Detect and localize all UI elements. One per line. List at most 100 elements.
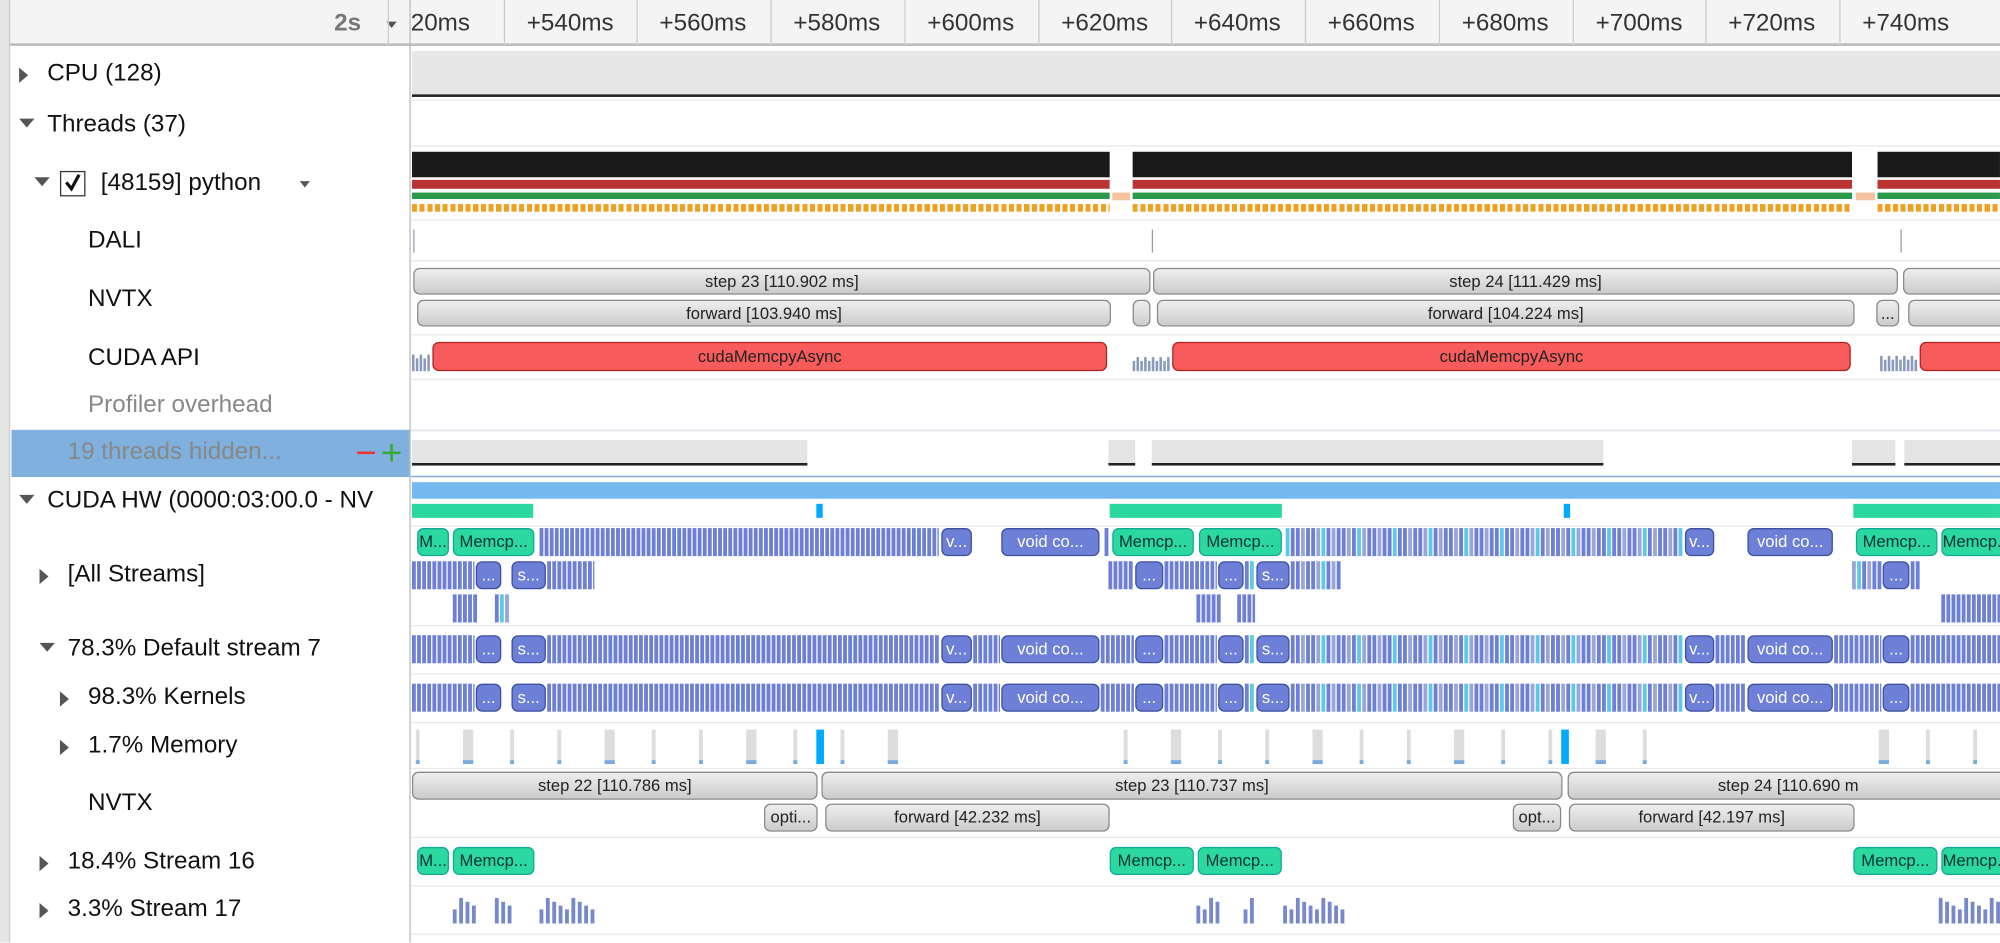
kernel-strip xyxy=(894,635,898,664)
kernel[interactable]: ... xyxy=(1135,635,1164,664)
expand-caret[interactable] xyxy=(19,494,35,504)
kernel[interactable]: s... xyxy=(1256,683,1290,712)
nvtx-range[interactable] xyxy=(1908,299,2000,327)
kernel[interactable]: Memcp... xyxy=(1855,528,1938,557)
kernel[interactable]: ... xyxy=(1882,683,1910,712)
kernel[interactable]: Memcp... xyxy=(1112,528,1194,557)
kernel[interactable]: ... xyxy=(475,561,502,590)
row-separator xyxy=(410,477,2000,479)
kernel-strip xyxy=(1469,528,1474,557)
kernel-strip xyxy=(692,528,697,557)
row-separator xyxy=(410,334,2000,336)
nvtx-range[interactable] xyxy=(1132,299,1151,327)
row-label[interactable]: CPU (128) xyxy=(47,59,162,87)
kernel[interactable]: Memcp... xyxy=(1197,846,1282,875)
kernel[interactable]: M... xyxy=(417,846,449,875)
kernel[interactable]: void co... xyxy=(1001,683,1100,712)
kernel-strip xyxy=(1321,528,1326,557)
hide-minus[interactable] xyxy=(357,451,375,455)
kernel[interactable]: v... xyxy=(1684,683,1715,712)
kernel-strip xyxy=(1571,528,1576,557)
kernel[interactable]: s... xyxy=(1256,561,1290,590)
kernel[interactable]: Memcp... xyxy=(1941,528,2000,557)
nvtx-range[interactable]: forward [104.224 ms] xyxy=(1156,299,1855,327)
stream17-kernel xyxy=(1215,901,1220,924)
expand-caret[interactable] xyxy=(39,642,55,652)
kernel[interactable]: void co... xyxy=(1747,528,1833,557)
kernel[interactable]: Memcp... xyxy=(1941,846,2000,875)
kernel[interactable]: Memcp... xyxy=(1853,846,1938,875)
nvtx-range[interactable]: forward [103.940 ms] xyxy=(417,299,1111,327)
kernel[interactable]: v... xyxy=(1684,635,1715,664)
kernel[interactable]: s... xyxy=(1256,635,1290,664)
nvtx-range[interactable]: step 24 [111.429 ms] xyxy=(1153,267,1898,295)
kernel[interactable]: void co... xyxy=(1747,635,1833,664)
kernel-strip xyxy=(457,683,462,712)
kernel[interactable]: v... xyxy=(941,683,972,712)
kernel-strip xyxy=(809,528,814,557)
nvtx-range[interactable]: opt... xyxy=(1512,803,1562,832)
kernel[interactable]: ... xyxy=(475,635,502,664)
kernel[interactable]: s... xyxy=(511,683,546,712)
kernel[interactable]: void co... xyxy=(1001,635,1100,664)
zoom-caret[interactable] xyxy=(386,21,397,29)
kernel[interactable]: s... xyxy=(511,635,546,664)
expand-caret[interactable] xyxy=(34,177,50,187)
nvtx-range[interactable]: forward [42.197 ms] xyxy=(1568,803,1855,832)
nvtx-range[interactable]: forward [42.232 ms] xyxy=(825,803,1110,832)
kernel[interactable]: void co... xyxy=(1001,528,1100,557)
thread-menu-caret[interactable] xyxy=(299,181,310,188)
kernel[interactable]: ... xyxy=(1882,635,1910,664)
expand-caret[interactable] xyxy=(39,855,49,872)
checkbox[interactable] xyxy=(59,170,86,197)
show-plus-v[interactable] xyxy=(390,443,393,462)
api-call[interactable]: cudaMemcpyAsync xyxy=(432,341,1108,372)
row-label[interactable]: [All Streams] xyxy=(67,561,205,589)
nvtx-range[interactable]: opti... xyxy=(764,803,818,832)
expand-caret[interactable] xyxy=(59,691,69,707)
expand-caret[interactable] xyxy=(39,903,49,919)
kernel[interactable]: Memcp... xyxy=(452,528,535,557)
row-label[interactable]: 98.3% Kernels xyxy=(88,683,246,711)
nvtx-range[interactable]: step 24 [110.690 m xyxy=(1567,771,2000,800)
kernel[interactable]: ... xyxy=(1135,683,1164,712)
kernel[interactable]: Memcp... xyxy=(1198,528,1282,557)
kernel[interactable]: Memcp... xyxy=(452,846,535,875)
nvtx-range[interactable]: ... xyxy=(1876,299,1900,327)
row-label[interactable]: 3.3% Stream 17 xyxy=(67,895,242,923)
kernel[interactable]: ... xyxy=(475,683,502,712)
kernel[interactable]: ... xyxy=(1218,561,1244,590)
kernel[interactable]: s... xyxy=(511,561,546,590)
nvtx-range[interactable]: step 23 [110.902 ms] xyxy=(413,267,1151,295)
row-label[interactable]: 78.3% Default stream 7 xyxy=(67,635,321,662)
row-label[interactable]: Threads (37) xyxy=(47,110,186,138)
expand-caret[interactable] xyxy=(19,67,29,83)
kernel[interactable]: Memcp... xyxy=(1109,846,1194,875)
kernel[interactable]: v... xyxy=(941,635,972,664)
kernel[interactable]: v... xyxy=(1684,528,1715,557)
zoom-label[interactable]: 2s xyxy=(334,10,362,37)
api-call[interactable]: cudaMemcpyAsync xyxy=(1172,341,1851,372)
expand-caret[interactable] xyxy=(59,739,69,756)
kernel[interactable]: void co... xyxy=(1747,683,1833,712)
kernel[interactable]: ... xyxy=(1135,561,1164,590)
row-label[interactable]: CUDA HW (0000:03:00.0 - NV xyxy=(47,487,374,515)
expand-caret[interactable] xyxy=(39,568,49,585)
nvtx-range[interactable]: step 23 [110.737 ms] xyxy=(821,771,1563,800)
row-label[interactable]: [48159] python xyxy=(100,169,262,197)
api-sample xyxy=(1899,359,1902,372)
row-label[interactable]: 18.4% Stream 16 xyxy=(67,848,255,875)
nvtx-range[interactable] xyxy=(1903,267,2000,295)
ruler-tick xyxy=(503,0,506,46)
kernel[interactable]: ... xyxy=(1218,635,1244,664)
kernel[interactable]: M... xyxy=(417,528,449,557)
kernel-strip xyxy=(1357,528,1361,557)
row-label[interactable]: 1.7% Memory xyxy=(88,732,238,759)
kernel[interactable]: ... xyxy=(1218,683,1244,712)
expand-caret[interactable] xyxy=(19,118,35,128)
kernel[interactable]: v... xyxy=(941,528,972,557)
nvtx-range[interactable]: step 22 [110.786 ms] xyxy=(411,771,818,800)
api-call[interactable] xyxy=(1919,341,2000,372)
kernel[interactable]: ... xyxy=(1882,561,1910,590)
